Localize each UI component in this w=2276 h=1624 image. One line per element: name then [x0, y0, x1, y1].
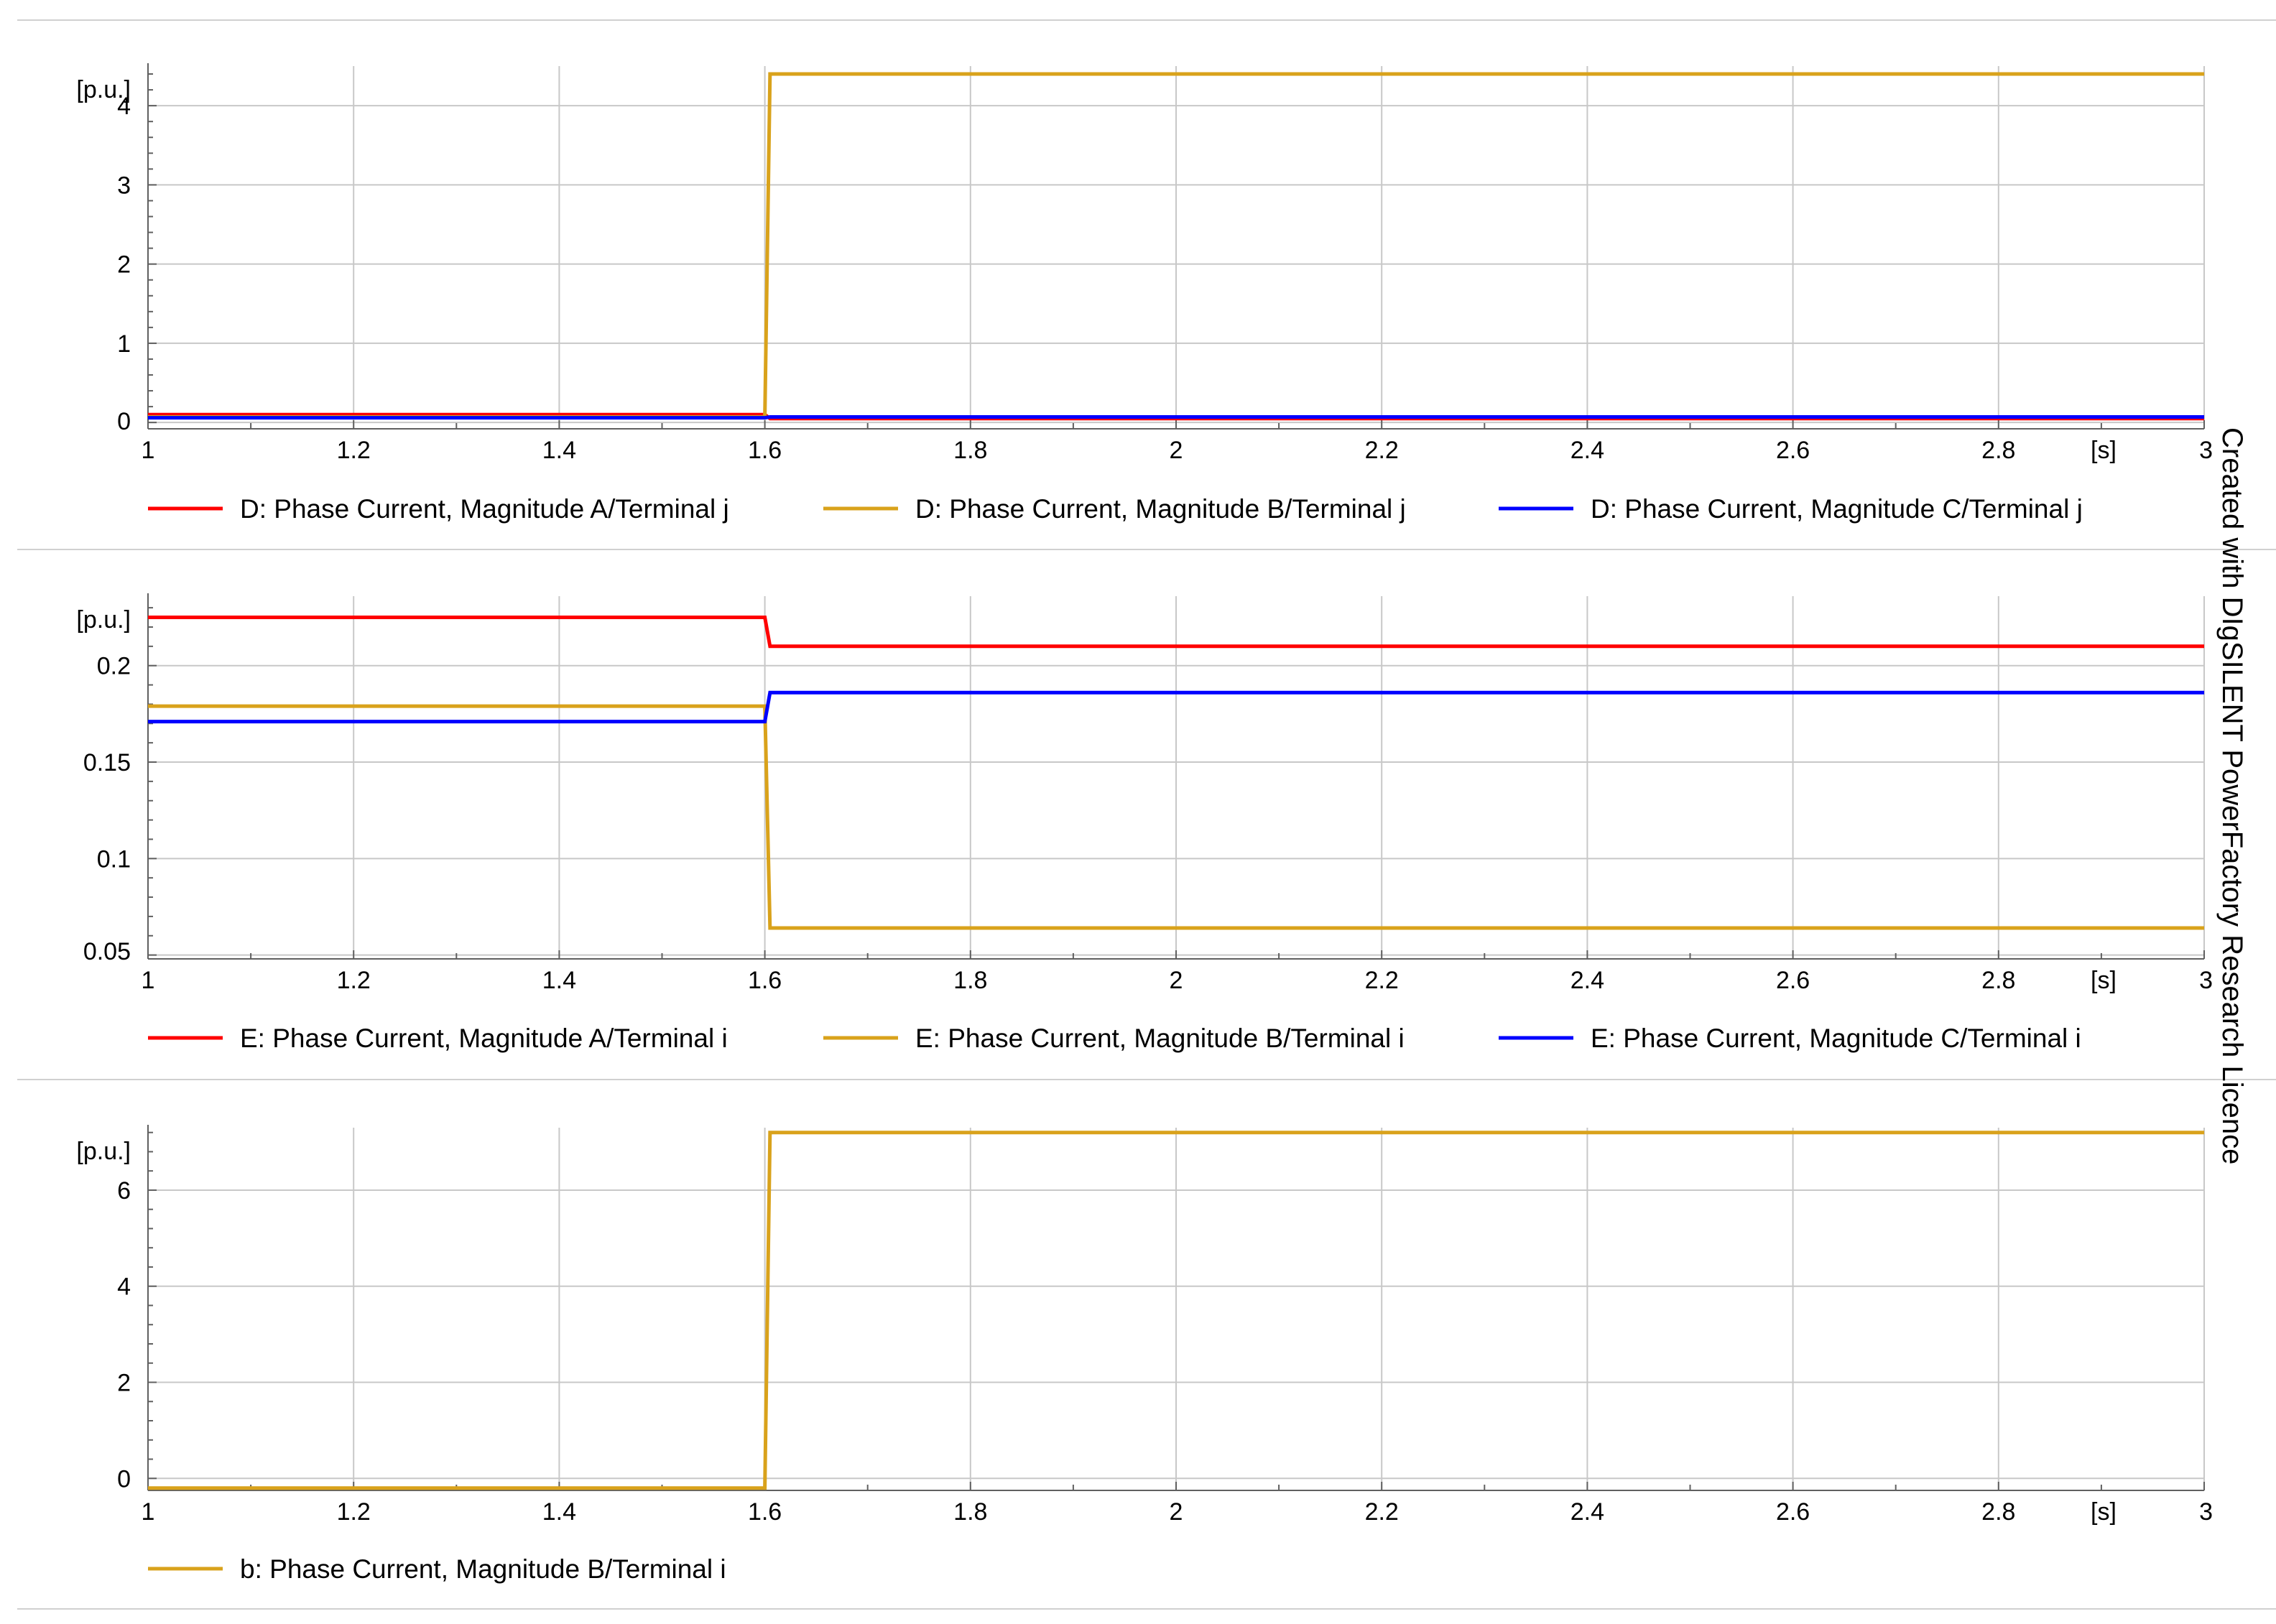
- series-line-1: [148, 1131, 2204, 1490]
- x-tick-label: 2.8: [1981, 437, 2015, 464]
- legend-label-1: D: Phase Current, Magnitude A/Terminal j: [240, 494, 729, 524]
- x-tick-label: 1.2: [337, 437, 371, 464]
- y-tick-label: 2: [117, 251, 131, 279]
- x-tick-label: 1.6: [748, 1498, 782, 1526]
- x-tick-label: 1: [142, 1498, 155, 1526]
- x-tick-label: 1.8: [953, 967, 987, 994]
- x-tick-label: 2.4: [1570, 437, 1604, 464]
- chart-panel-3: 0 2 4 6 [p.u.] 1 1.2 1.4 1.6 1.8 2 2.2 2.4 2.6 2.8 3 [s]…: [76, 1125, 2213, 1584]
- x-unit-label: [s]: [2091, 967, 2117, 994]
- x-tick-label: 1.4: [542, 1498, 576, 1526]
- y-tick-label: 4: [117, 1273, 131, 1301]
- y-tick-label: 0: [117, 1465, 131, 1493]
- x-tick-label: 1.4: [542, 437, 576, 464]
- x-tick-label: 2: [1170, 967, 1183, 994]
- x-tick-label: 1.2: [337, 1498, 371, 1526]
- x-tick-label: 1.8: [953, 1498, 987, 1526]
- panel-separators: [17, 19, 2276, 1610]
- series-line-3: [148, 690, 2204, 724]
- x-tick-label: 1.6: [748, 967, 782, 994]
- y-tick-label: 2: [117, 1370, 131, 1397]
- y-tick-label: 0.15: [83, 749, 131, 776]
- x-tick-label: 1: [142, 967, 155, 994]
- x-tick-label: 1.6: [748, 437, 782, 464]
- x-tick-label: 2.2: [1365, 1498, 1399, 1526]
- watermark-text: Created with DIgSILENT PowerFactory Rese…: [2216, 427, 2248, 1164]
- legend-label-2: D: Phase Current, Magnitude B/Terminal j: [915, 494, 1406, 524]
- legend-label-3: E: Phase Current, Magnitude C/Terminal i: [1591, 1024, 2081, 1053]
- x-tick-label: 3: [2199, 437, 2213, 464]
- legend-label-3: D: Phase Current, Magnitude C/Terminal j: [1591, 494, 2083, 524]
- y-tick-label: 1: [117, 330, 131, 358]
- legend-label-1: b: Phase Current, Magnitude B/Terminal i: [240, 1554, 726, 1584]
- y-tick-label: 0.1: [97, 845, 131, 873]
- chart-panel-2: 0.05 0.1 0.15 0.2 [p.u.] 1 1.2 1.4 1.6 1.8 2 2.2 2.4…: [76, 593, 2213, 1053]
- y-tick-label: 6: [117, 1177, 131, 1205]
- x-tick-label: 2.6: [1776, 1498, 1810, 1526]
- legend-label-1: E: Phase Current, Magnitude A/Terminal i: [240, 1024, 728, 1053]
- y-tick-label: 0.05: [83, 938, 131, 965]
- x-tick-label: 1: [142, 437, 155, 464]
- series-line-1: [148, 616, 2204, 649]
- x-tick-label: 2.2: [1365, 437, 1399, 464]
- x-tick-label: 3: [2199, 1498, 2213, 1526]
- y-tick-label: 0: [117, 408, 131, 435]
- x-tick-label: 2.4: [1570, 967, 1604, 994]
- y-unit-label: [p.u.]: [76, 606, 131, 634]
- x-tick-label: 2.2: [1365, 967, 1399, 994]
- x-tick-label: 2.8: [1981, 1498, 2015, 1526]
- series-line-3: [148, 415, 2204, 420]
- x-unit-label: [s]: [2091, 437, 2117, 464]
- y-tick-label: 0.2: [97, 653, 131, 680]
- y-unit-label: [p.u.]: [76, 1138, 131, 1165]
- x-tick-label: 2: [1170, 437, 1183, 464]
- x-tick-label: 2.8: [1981, 967, 2015, 994]
- y-tick-label: 3: [117, 172, 131, 199]
- x-tick-label: 2.6: [1776, 967, 1810, 994]
- x-unit-label: [s]: [2091, 1498, 2117, 1526]
- x-tick-label: 3: [2199, 967, 2213, 994]
- x-tick-label: 2.6: [1776, 437, 1810, 464]
- y-tick-label: 4: [117, 93, 131, 120]
- x-tick-label: 1.2: [337, 967, 371, 994]
- x-tick-label: 1.4: [542, 967, 576, 994]
- x-tick-label: 2.4: [1570, 1498, 1604, 1526]
- x-tick-label: 1.8: [953, 437, 987, 464]
- legend-label-2: E: Phase Current, Magnitude B/Terminal i: [915, 1024, 1405, 1053]
- y-unit-label: [p.u.]: [76, 76, 131, 103]
- series-line-2: [148, 704, 2204, 930]
- x-tick-label: 2: [1170, 1498, 1183, 1526]
